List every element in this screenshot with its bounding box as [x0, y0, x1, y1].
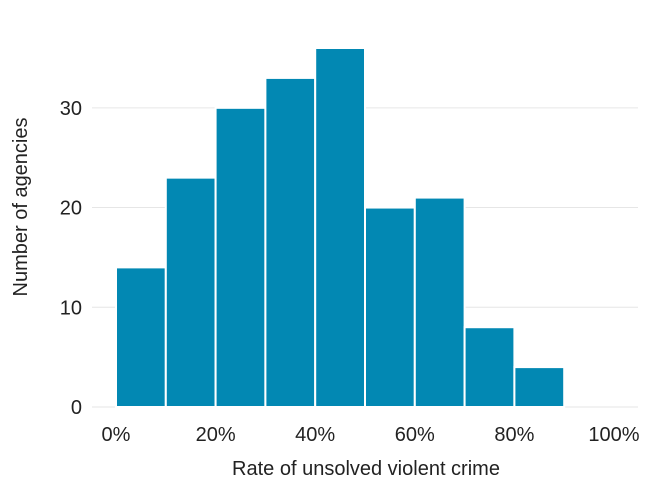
y-axis-label: Number of agencies — [10, 118, 32, 297]
x-tick-label-60: 60% — [395, 424, 435, 446]
bar-60-70 — [413, 196, 466, 408]
x-tick-label-100: 100% — [588, 424, 639, 446]
x-axis-label: Rate of unsolved violent crime — [232, 458, 500, 480]
bar-40-50 — [314, 47, 367, 408]
x-tick-label-40: 40% — [295, 424, 335, 446]
bar-30-40 — [264, 76, 317, 409]
y-tick-label-20: 20 — [60, 198, 82, 220]
bar-70-80 — [463, 326, 516, 409]
bar-10-20 — [164, 176, 217, 408]
bar-80-90 — [513, 366, 566, 409]
x-axis-ticks: 0% 20% 40% 60% 80% 100% — [102, 424, 640, 446]
x-tick-label-80: 80% — [494, 424, 534, 446]
x-tick-label-0: 0% — [102, 424, 131, 446]
bar-0-10 — [115, 266, 167, 408]
y-tick-label-0: 0 — [71, 397, 82, 419]
bar-50-60 — [364, 206, 416, 408]
bar-20-30 — [214, 106, 267, 408]
y-axis-ticks: 0 10 20 30 — [60, 98, 82, 419]
y-tick-label-30: 30 — [60, 98, 82, 120]
x-tick-label-20: 20% — [196, 424, 236, 446]
bars — [115, 47, 566, 409]
y-tick-label-10: 10 — [60, 297, 82, 319]
